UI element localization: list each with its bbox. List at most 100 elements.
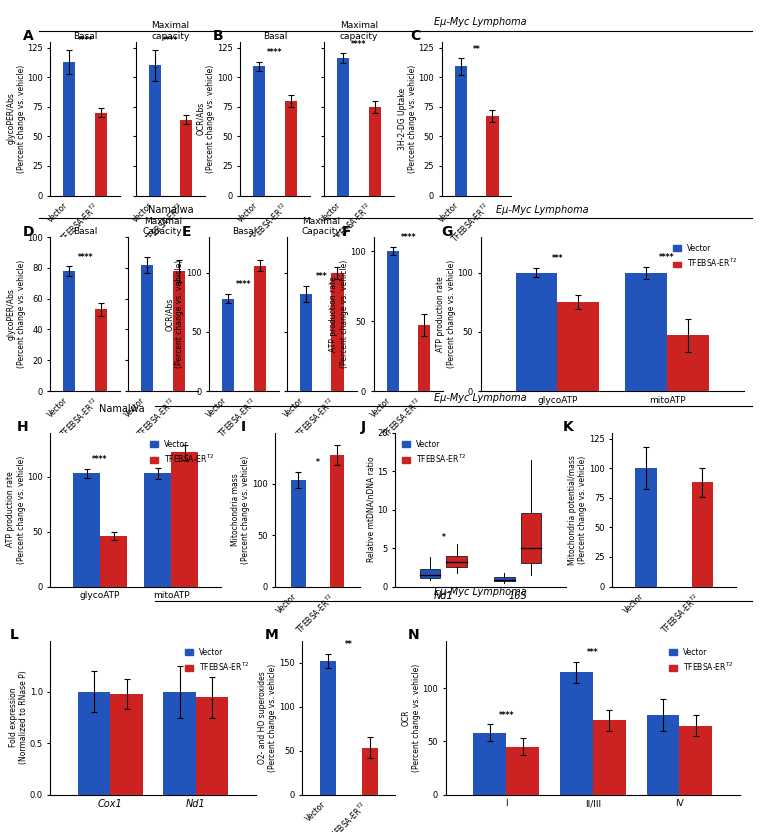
Text: D: D [22, 225, 34, 239]
Bar [667, 335, 709, 391]
Bar [73, 473, 100, 587]
Bar [515, 273, 557, 391]
Title: Maximal
Capacity: Maximal Capacity [301, 217, 342, 236]
Text: G: G [441, 225, 453, 239]
Text: ****: **** [267, 48, 283, 57]
Legend: Vector, TFEBSA-ER$^{T2}$: Vector, TFEBSA-ER$^{T2}$ [670, 241, 740, 272]
Bar [420, 569, 440, 578]
Text: ****: **** [92, 455, 108, 464]
Text: L: L [9, 628, 18, 642]
Text: ****: **** [351, 40, 367, 49]
Text: ***: *** [316, 272, 327, 281]
Bar [474, 733, 506, 795]
Bar [164, 692, 196, 795]
Bar [173, 271, 184, 391]
Y-axis label: glycoPER/Abs
(Percent change vs. vehicle): glycoPER/Abs (Percent change vs. vehicle… [6, 260, 26, 369]
Y-axis label: OCR
(Percent change vs. vehicle): OCR (Percent change vs. vehicle) [401, 663, 421, 772]
Bar [692, 483, 713, 587]
Text: ****: **** [163, 37, 178, 45]
Legend: Vector, TFEBSA-ER$^{T2}$: Vector, TFEBSA-ER$^{T2}$ [666, 645, 736, 676]
Title: Basal: Basal [73, 227, 98, 236]
Bar [446, 556, 467, 567]
Bar [64, 62, 75, 196]
Text: *: * [442, 533, 446, 542]
Bar [560, 672, 593, 795]
Bar [646, 715, 680, 795]
Bar [254, 265, 266, 391]
Legend: Vector, TFEBSA-ER$^{T2}$: Vector, TFEBSA-ER$^{T2}$ [182, 645, 252, 676]
Bar [285, 101, 297, 196]
Text: Eμ-​Myc Lymphoma: Eμ-​Myc Lymphoma [434, 587, 527, 597]
Bar [337, 58, 349, 196]
Legend: Vector, TFEBSA-ER$^{T2}$: Vector, TFEBSA-ER$^{T2}$ [147, 437, 217, 468]
Text: C: C [411, 29, 421, 43]
Text: A: A [22, 29, 33, 43]
Bar [680, 726, 712, 795]
Y-axis label: Relative mtDNA/nDNA ratio: Relative mtDNA/nDNA ratio [367, 457, 376, 562]
Text: M: M [265, 628, 279, 642]
Text: E: E [181, 225, 191, 239]
Bar [141, 265, 153, 391]
Bar [181, 120, 192, 196]
Bar [521, 513, 541, 563]
Legend: Vector, TFEBSA-ER$^{T2}$: Vector, TFEBSA-ER$^{T2}$ [399, 437, 469, 468]
Text: ****: **** [78, 37, 93, 45]
Bar [100, 536, 127, 587]
Bar [332, 273, 343, 391]
Bar [418, 325, 430, 391]
Text: Eμ-​Myc Lymphoma: Eμ-​Myc Lymphoma [434, 17, 527, 27]
Text: ***: *** [552, 255, 563, 263]
Title: Basal: Basal [232, 227, 257, 236]
Bar [487, 116, 498, 196]
Bar [78, 692, 110, 795]
Text: Namalwa: Namalwa [99, 404, 145, 414]
Text: ****: **** [660, 253, 675, 262]
Y-axis label: OCR/Abs
(Percent change vs. vehicle): OCR/Abs (Percent change vs. vehicle) [196, 64, 215, 173]
Text: H: H [16, 420, 28, 434]
Y-axis label: 3H-2-DG Uptake
(Percent change vs. vehicle): 3H-2-DG Uptake (Percent change vs. vehic… [398, 64, 417, 173]
Bar [144, 473, 171, 587]
Bar [95, 112, 107, 196]
Bar [593, 721, 625, 795]
Title: Maximal
Capacity: Maximal Capacity [143, 217, 183, 236]
Y-axis label: glycoPER/Abs
(Percent change vs. vehicle): glycoPER/Abs (Percent change vs. vehicle… [6, 64, 26, 173]
Title: Basal: Basal [73, 32, 98, 41]
Title: Basal: Basal [263, 32, 288, 41]
Y-axis label: Mitochondria mass
(Percent change vs. vehicle): Mitochondria mass (Percent change vs. ve… [231, 455, 250, 564]
Bar [222, 299, 234, 391]
Bar [171, 453, 198, 587]
Bar [95, 310, 107, 391]
Y-axis label: ATP production rate
(Percent change vs. vehicle): ATP production rate (Percent change vs. … [6, 455, 26, 564]
Text: **: ** [473, 45, 480, 53]
Bar [387, 251, 398, 391]
Text: ***: *** [587, 648, 598, 657]
Y-axis label: O2- and HO superoxides
(Percent change vs. vehicle): O2- and HO superoxides (Percent change v… [258, 663, 277, 772]
Bar [64, 271, 75, 391]
Text: Eμ-​Myc Lymphoma: Eμ-​Myc Lymphoma [434, 393, 527, 403]
Bar [110, 694, 143, 795]
Bar [291, 480, 305, 587]
Bar [300, 294, 312, 391]
Text: Eμ-​Myc Lymphoma: Eμ-​Myc Lymphoma [496, 205, 589, 215]
Bar [319, 661, 336, 795]
Bar [196, 697, 229, 795]
Bar [625, 273, 667, 391]
Text: J: J [361, 420, 367, 434]
Y-axis label: Mitochondria potential/mass
(Percent change vs. vehicle): Mitochondria potential/mass (Percent cha… [568, 454, 587, 565]
Bar [330, 455, 344, 587]
Text: ****: **** [401, 233, 416, 242]
Y-axis label: Fold expression
(Normalized to RNase P): Fold expression (Normalized to RNase P) [9, 671, 28, 765]
Bar [362, 748, 378, 795]
Text: K: K [563, 420, 574, 434]
Title: Maximal
capacity: Maximal capacity [339, 22, 378, 41]
Text: N: N [408, 628, 419, 642]
Bar [494, 577, 515, 582]
Text: *: * [316, 458, 319, 467]
Text: ****: **** [78, 253, 93, 262]
Y-axis label: ATP production rate
(Percent change vs. vehicle): ATP production rate (Percent change vs. … [436, 260, 456, 369]
Text: ****: **** [236, 280, 252, 290]
Text: B: B [212, 29, 223, 43]
Text: I: I [241, 420, 246, 434]
Text: ****: **** [498, 711, 514, 720]
Bar [253, 67, 265, 196]
